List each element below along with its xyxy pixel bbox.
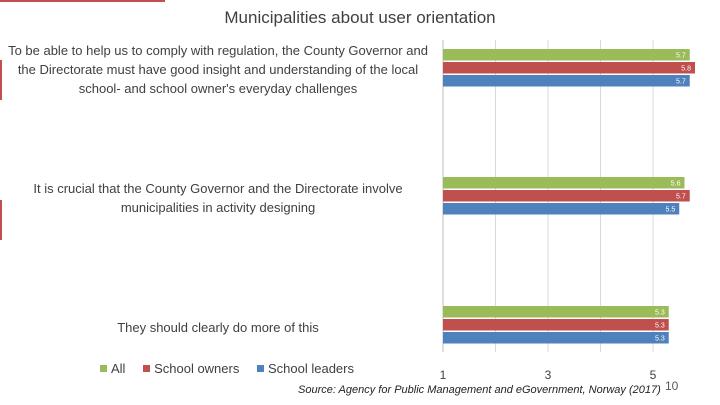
- chart-title: Municipalities about user orientation: [224, 8, 496, 27]
- source-note: Source: Agency for Public Management and…: [298, 384, 661, 396]
- x-tick-label: 3: [545, 368, 552, 382]
- bar-value-label: 5.7: [676, 79, 686, 86]
- bar: [443, 203, 680, 215]
- bar-value-label: 5.6: [671, 181, 681, 188]
- bar: [443, 177, 685, 189]
- bar: [443, 319, 669, 331]
- bar: [443, 306, 669, 318]
- category-label-1: To be able to help us to comply with reg…: [8, 43, 428, 96]
- bar-value-label: 5.7: [676, 53, 686, 60]
- legend-swatch-icon: [143, 365, 151, 372]
- legend-item-school-owners: School owners: [143, 361, 239, 376]
- bar-value-label: 5.5: [666, 207, 676, 214]
- bar-value-label: 5.8: [681, 66, 691, 73]
- bar: [443, 62, 695, 74]
- bar-value-label: 5.3: [655, 323, 665, 330]
- bar: [443, 190, 690, 202]
- bar-value-label: 5.3: [655, 336, 665, 343]
- bar-value-label: 5.3: [655, 310, 665, 317]
- category-label-3: They should clearly do more of this: [117, 320, 319, 335]
- accent-line-top: [0, 0, 165, 2]
- bar: [443, 75, 690, 87]
- x-tick-label: 1: [440, 368, 447, 382]
- legend-item-school-leaders: School leaders: [256, 361, 354, 376]
- page-number: 10: [665, 379, 679, 393]
- bar: [443, 49, 690, 61]
- x-tick-label: 5: [650, 368, 657, 382]
- bar-value-label: 5.7: [676, 194, 686, 201]
- accent-line-left: [0, 60, 2, 100]
- legend-swatch-icon: [256, 365, 264, 372]
- bar: [443, 332, 669, 344]
- chart-legend: All School owners School leaders: [100, 361, 368, 376]
- accent-line-left: [0, 200, 2, 240]
- category-label-2: It is crucial that the County Governor a…: [33, 181, 403, 215]
- legend-item-all: All: [100, 361, 125, 376]
- legend-swatch-icon: [100, 365, 107, 372]
